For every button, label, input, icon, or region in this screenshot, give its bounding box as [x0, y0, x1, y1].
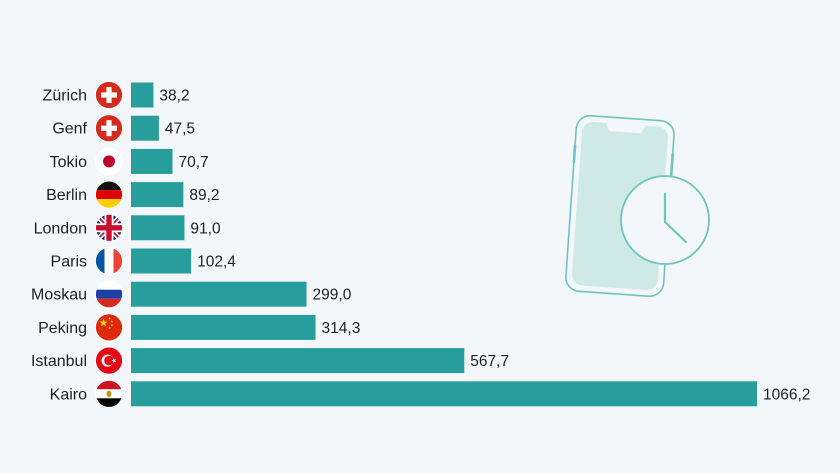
value-label: 1066,2 — [763, 386, 810, 403]
bar — [131, 215, 185, 241]
value-label: 299,0 — [313, 287, 352, 304]
switzerland-flag-icon — [95, 81, 123, 109]
value-label: 38,2 — [159, 88, 189, 105]
city-label: Tokio — [50, 154, 87, 171]
city-label: Berlin — [46, 187, 87, 204]
value-label: 91,0 — [190, 220, 221, 237]
city-label: Genf — [52, 121, 87, 138]
egypt-flag-icon — [95, 379, 123, 408]
value-label: 70,7 — [179, 154, 209, 171]
germany-flag-icon — [95, 180, 123, 209]
city-label: Moskau — [31, 287, 87, 304]
bar — [131, 348, 465, 374]
bar — [131, 314, 316, 340]
value-label: 314,3 — [322, 320, 361, 337]
bar — [131, 281, 307, 307]
city-label: Zürich — [43, 88, 87, 105]
city-label: Peking — [38, 320, 87, 337]
bar — [131, 148, 173, 174]
bar — [131, 182, 184, 208]
bar — [131, 248, 192, 274]
france-flag-icon — [95, 247, 123, 275]
turkey-flag-icon — [95, 346, 123, 375]
bar — [131, 115, 159, 141]
value-label: 102,4 — [197, 254, 236, 271]
bar — [131, 82, 154, 108]
bar — [131, 381, 757, 407]
value-label: 47,5 — [165, 121, 195, 138]
smartphone-clock-icon — [565, 114, 710, 298]
japan-flag-icon — [95, 147, 123, 176]
city-label: Kairo — [50, 386, 87, 403]
city-label: Paris — [51, 254, 87, 271]
russia-flag-icon — [95, 280, 123, 309]
united-kingdom-flag-icon — [95, 213, 123, 242]
value-label: 567,7 — [470, 353, 509, 370]
value-label: 89,2 — [189, 187, 219, 204]
clock-icon — [620, 175, 710, 265]
city-label: Istanbul — [31, 353, 87, 370]
switzerland-flag-icon — [95, 114, 123, 143]
city-label: London — [34, 220, 87, 237]
china-flag-icon — [95, 313, 123, 342]
